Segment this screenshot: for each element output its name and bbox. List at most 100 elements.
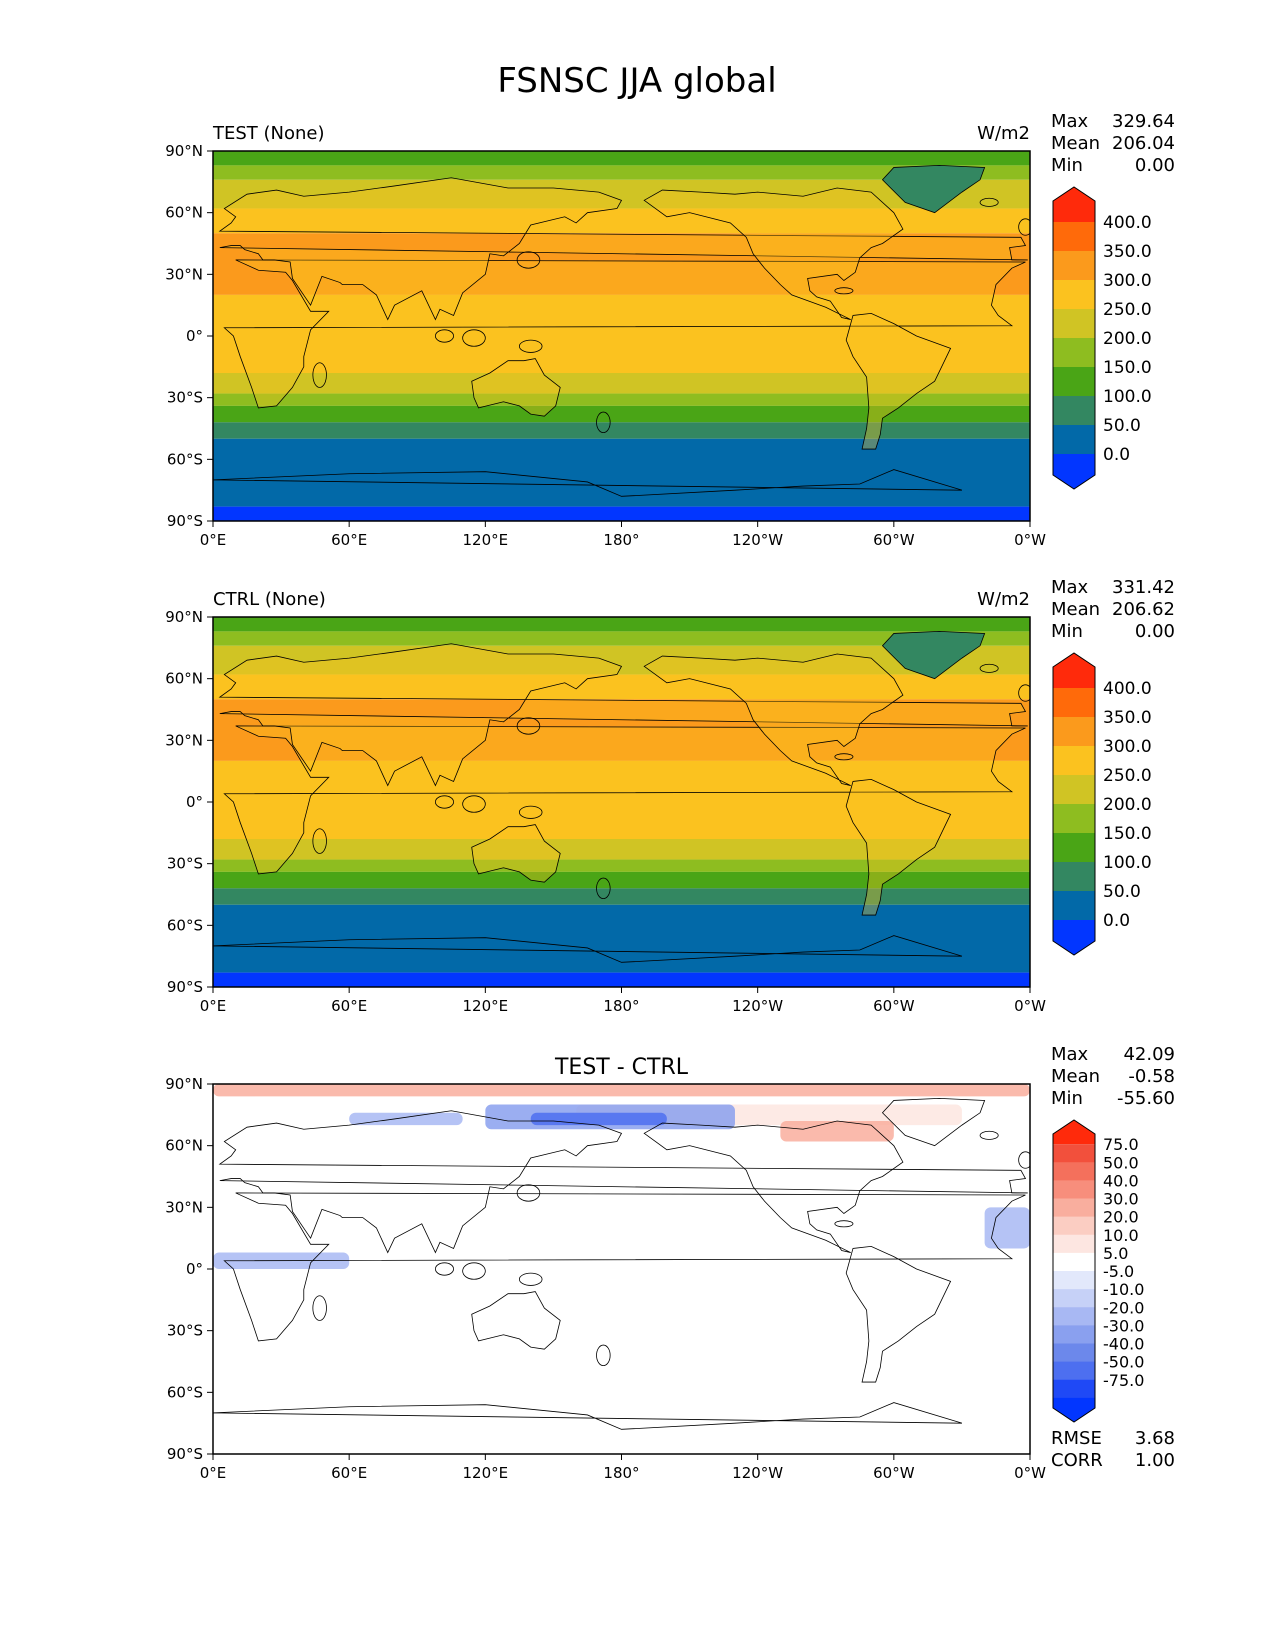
colorbar-bottom-arrow [1053, 920, 1095, 955]
island-outline [596, 877, 611, 900]
colorbar-top-arrow [1053, 1120, 1095, 1145]
colorbar-label: -20.0 [1103, 1298, 1144, 1317]
lon-tick-label: 120°E [463, 531, 509, 549]
lon-tick-label: 180° [603, 531, 639, 549]
colorbar-segment [1053, 280, 1095, 310]
coastline [643, 187, 904, 320]
coastline [845, 1245, 952, 1383]
contour-band [213, 760, 1030, 839]
stat-value: -0.58 [1128, 1066, 1175, 1087]
colorbar-label: 250.0 [1103, 766, 1152, 786]
colorbar-label: 0.0 [1103, 445, 1130, 465]
island-outline [518, 1272, 543, 1286]
island-outline [596, 411, 611, 434]
colorbar-segment [1053, 1216, 1095, 1236]
coastline [213, 1402, 963, 1454]
stat-label: Mean [1051, 1066, 1100, 1087]
contour-band [213, 393, 1030, 406]
stat-value: 42.09 [1123, 1044, 1175, 1065]
panel-center-title: TEST - CTRL [554, 1055, 689, 1080]
colorbar-label: 5.0 [1103, 1244, 1128, 1263]
contour-band [213, 422, 1030, 439]
colorbar-segment [1053, 688, 1095, 718]
colorbar-label: 300.0 [1103, 271, 1152, 291]
colorbar: 400.0 350.0 300.0 250.0 200.0 150.0 100.0 50.0 0… [1052, 652, 1152, 956]
lat-tick-label: 60°N [165, 1137, 203, 1155]
lat-tick-label: 90°S [167, 512, 203, 530]
lat-tick-label: 60°N [165, 204, 203, 222]
coastline [881, 1097, 986, 1147]
panel-left-title: TEST (None) [212, 123, 325, 144]
lat-tick-label: 30°S [167, 1322, 203, 1340]
lon-tick-label: 0°W [1014, 1464, 1046, 1482]
coastline [213, 935, 963, 987]
colorbar-segment [1053, 862, 1095, 892]
lon-tick-label: 180° [603, 1464, 639, 1482]
colorbar-label: 10.0 [1103, 1226, 1139, 1245]
island-outline [1018, 1151, 1030, 1169]
colorbar-segment [1053, 338, 1095, 368]
lon-tick-label: 60°E [331, 531, 367, 549]
colorbar: 400.0 350.0 300.0 250.0 200.0 150.0 100.0 50.0 0… [1052, 186, 1152, 490]
lon-tick-label: 120°E [463, 1464, 509, 1482]
colorbar-segment [1053, 222, 1095, 252]
contour-band [213, 904, 1030, 973]
contour-band [213, 151, 1030, 166]
colorbar-segment [1053, 367, 1095, 397]
contour-band [213, 839, 1030, 860]
colorbar-outline [1052, 1119, 1096, 1423]
colorbar-segment [1053, 1361, 1095, 1381]
colorbar-segment [1053, 804, 1095, 834]
colorbar-label: 400.0 [1103, 679, 1152, 699]
stat-label: Min [1051, 621, 1083, 642]
colorbar-label: 75.0 [1103, 1135, 1139, 1154]
lat-tick-label: 30°N [165, 265, 203, 283]
contour-band [213, 617, 1030, 632]
anomaly-region [530, 1112, 667, 1126]
panel-units: W/m2 [977, 123, 1030, 144]
colorbar-segment [1053, 1144, 1095, 1163]
colorbar-bottom-arrow [1053, 1397, 1095, 1422]
colorbar-segment [1053, 1307, 1095, 1326]
colorbar-label: 20.0 [1103, 1208, 1139, 1227]
colorbar-label: 250.0 [1103, 300, 1152, 320]
anomaly-region [213, 1084, 1030, 1097]
lat-tick-label: 90°N [165, 1075, 203, 1093]
stat-value: 3.68 [1135, 1428, 1175, 1449]
stat-label: Mean [1051, 133, 1100, 154]
lat-tick-label: 60°S [167, 450, 203, 468]
contour-band [213, 294, 1030, 373]
colorbar-segment [1053, 425, 1095, 455]
figure-title: FSNSC JJA global [497, 61, 776, 101]
lat-tick-label: 90°N [165, 142, 203, 160]
coastline [471, 1291, 561, 1350]
lon-tick-label: 60°E [331, 997, 367, 1015]
stat-label: CORR [1051, 1450, 1103, 1471]
colorbar-segment [1053, 1289, 1095, 1308]
map-panel-1: 90°N 60°N 30°N 0° 30°S 60°S 90°S0°E 60°E 120°E 18… [165, 111, 1175, 549]
contour-band [213, 506, 1030, 521]
lon-tick-label: 0°E [200, 1464, 227, 1482]
colorbar-segment [1053, 1252, 1095, 1272]
colorbar-label: 100.0 [1103, 387, 1152, 407]
contour-band [213, 438, 1030, 507]
lon-tick-label: 120°W [732, 997, 783, 1015]
colorbar-segment [1053, 717, 1095, 747]
stat-label: Max [1051, 1044, 1089, 1065]
coastline [643, 653, 904, 786]
island-outline [834, 287, 854, 295]
lat-tick-label: 90°N [165, 608, 203, 626]
colorbar-label: -5.0 [1103, 1262, 1134, 1281]
lat-tick-label: 30°S [167, 855, 203, 873]
lat-tick-label: 0° [186, 793, 203, 811]
map-field [213, 151, 1030, 521]
stat-label: Mean [1051, 599, 1100, 620]
panels: 90°N 60°N 30°N 0° 30°S 60°S 90°S 0°E 60°E 120°E 18… [165, 111, 1175, 1482]
coastline [845, 312, 952, 450]
colorbar-segment [1053, 1271, 1095, 1290]
colorbar-label: 50.0 [1103, 882, 1141, 902]
contour-band [213, 373, 1030, 394]
lon-tick-label: 60°W [873, 997, 915, 1015]
coastline [845, 778, 952, 916]
stat-value: 331.42 [1112, 577, 1175, 598]
